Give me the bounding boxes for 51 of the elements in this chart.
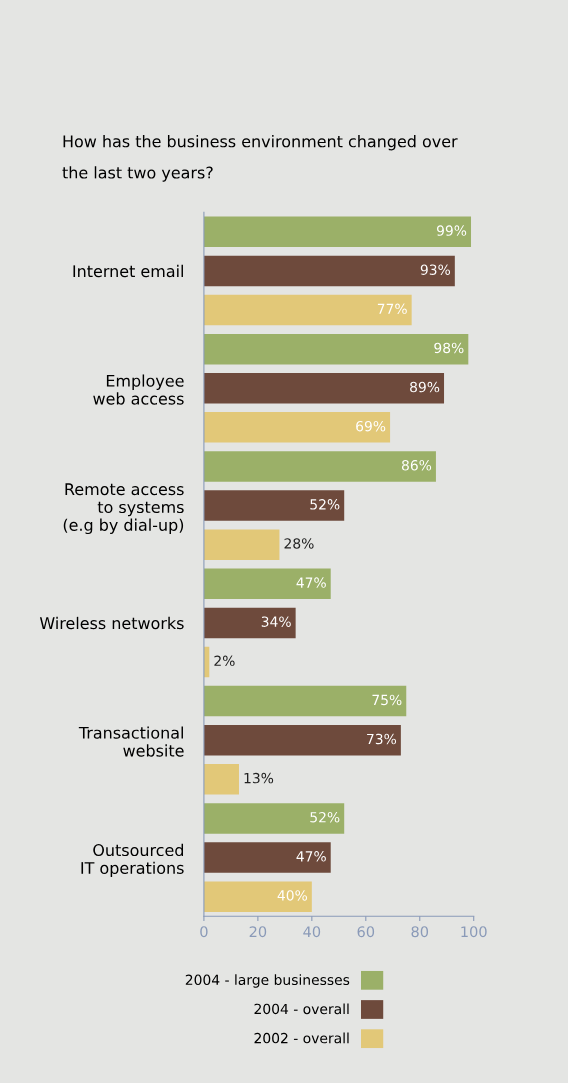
bar — [203, 216, 472, 248]
bar — [203, 764, 239, 795]
bar — [203, 685, 407, 717]
legend-label: 2002 - overall — [254, 1032, 349, 1044]
data-label: 13% — [244, 772, 274, 784]
y-tick-label: Wireless networks — [39, 616, 184, 630]
x-tick-label: 40 — [303, 926, 321, 938]
data-label: 52% — [310, 811, 340, 823]
data-label: 28% — [284, 538, 314, 549]
bar — [203, 412, 391, 443]
y-tick-label: Outsourced IT operations — [81, 843, 184, 878]
x-tick-label: 60 — [357, 926, 375, 938]
y-tick-label: Transactional website — [78, 726, 184, 757]
bar — [203, 803, 345, 834]
bar — [203, 373, 445, 404]
bar — [203, 568, 331, 600]
data-label: 89% — [410, 381, 440, 393]
bar — [203, 490, 345, 521]
data-label: 47% — [296, 577, 326, 588]
data-label: 2% — [214, 655, 235, 667]
data-label: 77% — [377, 303, 407, 315]
data-label: 73% — [367, 733, 397, 745]
data-label: 86% — [401, 460, 432, 471]
data-label: 98% — [434, 342, 464, 354]
legend-label: 2004 - overall — [254, 1003, 349, 1015]
data-label: 52% — [310, 499, 340, 510]
data-label: 34% — [261, 616, 291, 627]
x-tick-label: 80 — [411, 926, 429, 938]
data-label: 69% — [356, 420, 386, 432]
data-label: 93% — [420, 264, 451, 275]
y-tick-label: Remote access to systems (e.g by dial-up) — [63, 483, 184, 535]
data-label: 47% — [296, 851, 326, 862]
data-label: 75% — [372, 694, 402, 706]
bar — [203, 333, 469, 365]
x-tick-label: 0 — [200, 926, 208, 938]
data-label: 40% — [277, 890, 308, 901]
data-label: 99% — [436, 225, 467, 236]
y-tick-label: Employee web access — [93, 374, 184, 405]
bar — [203, 451, 436, 482]
bar — [203, 724, 401, 756]
bar — [203, 607, 296, 639]
y-tick-label: Internet email — [73, 264, 183, 278]
x-tick-label: 20 — [249, 926, 267, 938]
bar — [203, 294, 412, 326]
bar — [203, 881, 312, 912]
chart-title: How has the business environment changed over the last two years? — [62, 135, 458, 182]
bar — [203, 842, 331, 873]
legend-label: 2004 - large businesses — [185, 974, 350, 988]
x-tick-label: 100 — [461, 926, 487, 938]
bar — [203, 255, 455, 287]
bar — [203, 529, 280, 560]
